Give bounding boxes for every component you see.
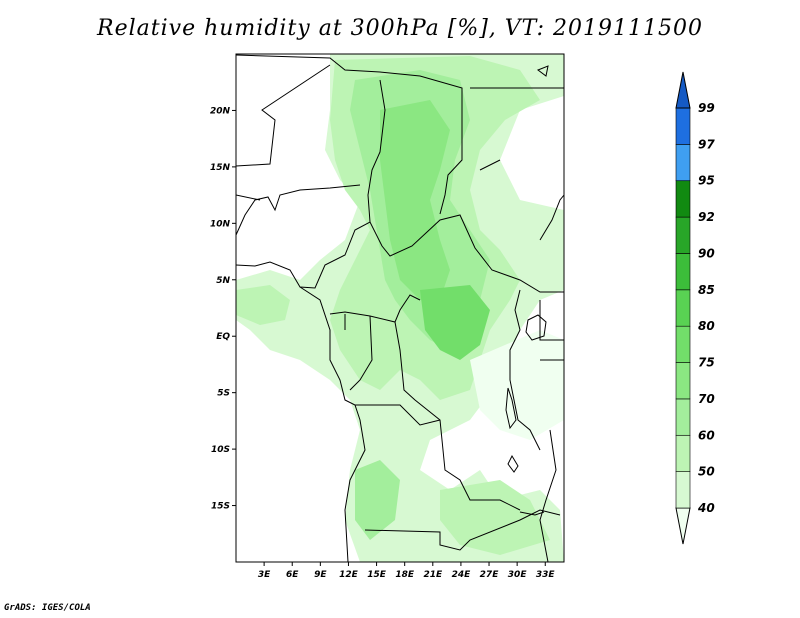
colorbar-segment [675, 398, 691, 436]
colorbar-segment [675, 325, 691, 363]
lat-tick-label: 5S [217, 389, 230, 399]
colorbar-label: 90 [698, 246, 715, 260]
colorbar-label: 95 [698, 174, 715, 188]
lon-tick-label: 24E [452, 570, 472, 580]
colorbar-segment [675, 216, 691, 254]
colorbar-label: 97 [698, 137, 715, 151]
lat-tick-label: 15S [211, 502, 230, 512]
colorbar-segment [675, 180, 691, 218]
lon-tick-label: 18E [395, 570, 415, 580]
lon-tick-label: 9E [314, 570, 327, 580]
lat-tick-label: 15N [210, 163, 231, 173]
colorbar-label: 40 [697, 501, 715, 515]
colorbar-segment [675, 507, 691, 545]
map-frame [235, 53, 565, 563]
lat-tick-label: 10N [210, 219, 231, 229]
colorbar-segment [675, 434, 691, 472]
lon-tick-label: 6E [286, 570, 299, 580]
colorbar-segment [675, 471, 691, 509]
colorbar-label: 85 [698, 283, 715, 297]
lakes [505, 65, 549, 516]
map-plot-area [236, 54, 564, 562]
lat-tick-label: 20N [210, 106, 231, 116]
colorbar-segment [675, 107, 691, 145]
colorbar-label: 92 [698, 210, 715, 224]
colorbar-label: 99 [698, 101, 715, 115]
grads-credit: GrADS: IGES/COLA [4, 603, 91, 613]
lon-tick-label: 15E [367, 570, 387, 580]
lon-tick-label: 3E [258, 570, 271, 580]
colorbar-label: 50 [698, 465, 715, 479]
latitude-axis: 20N 15N 10N 5N EQ 5S 10S 15S [210, 106, 236, 512]
colorbar-segment [675, 362, 691, 400]
lon-tick-label: 27E [480, 570, 500, 580]
lat-tick-label: EQ [216, 332, 230, 342]
coastlines-borders [236, 54, 564, 562]
colorbar-segment [675, 253, 691, 291]
colorbar-label: 75 [698, 356, 715, 370]
colorbar-segment [675, 289, 691, 327]
lat-tick-label: 5N [216, 276, 230, 286]
lat-tick-label: 10S [211, 445, 230, 455]
colorbar-label: 80 [698, 319, 715, 333]
lon-tick-label: 21E [423, 570, 443, 580]
lon-tick-label: 30E [508, 570, 528, 580]
longitude-axis: 3E 6E 9E 12E 15E 18E 21E 24E 27E 30E 33E [258, 562, 556, 580]
humidity-shading [236, 54, 564, 562]
colorbar: 40 50 60 70 75 80 85 90 92 95 97 99 [675, 71, 715, 545]
lon-tick-label: 12E [339, 570, 359, 580]
colorbar-segment [675, 71, 691, 109]
colorbar-label: 70 [698, 392, 715, 406]
map-title: Relative humidity at 300hPa [%], VT: 201… [97, 16, 703, 41]
lon-tick-label: 33E [536, 570, 556, 580]
colorbar-segment [675, 144, 691, 182]
colorbar-label: 60 [698, 428, 715, 442]
